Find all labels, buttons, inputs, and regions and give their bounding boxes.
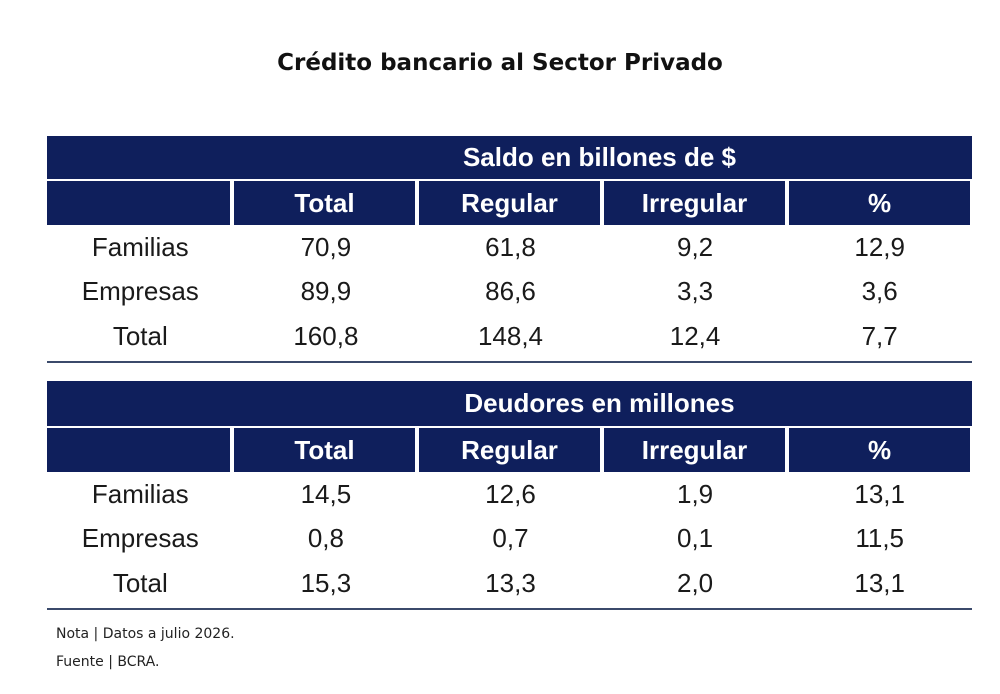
table-row: Familias 14,5 12,6 1,9 13,1 bbox=[47, 472, 972, 517]
cell-total: 160,8 bbox=[293, 320, 359, 351]
cell-regular: 61,8 bbox=[485, 231, 536, 262]
note-text: Nota | Datos a julio 2026. bbox=[56, 626, 235, 642]
row-label: Empresas bbox=[81, 276, 199, 307]
column-header-total: Total bbox=[234, 428, 415, 472]
cell-regular: 148,4 bbox=[477, 320, 544, 351]
table-bottom-rule bbox=[47, 360, 972, 363]
table-deudores: Deudores en millones Total Regular Irreg… bbox=[47, 381, 972, 610]
column-header-row: Total Regular Irregular % bbox=[47, 181, 972, 225]
column-header-regular: Regular bbox=[419, 181, 600, 225]
header-blank-cell bbox=[47, 428, 230, 472]
row-label: Familias bbox=[91, 231, 189, 262]
cell-total: 0,8 bbox=[307, 523, 344, 554]
row-label: Total bbox=[112, 567, 168, 598]
cell-total: 70,9 bbox=[300, 231, 352, 262]
column-header-row: Total Regular Irregular % bbox=[47, 428, 972, 472]
cell-regular: 13,3 bbox=[485, 567, 536, 598]
cell-percent: 11,5 bbox=[855, 523, 905, 554]
column-header-percent: % bbox=[789, 428, 970, 472]
cell-regular: 12,6 bbox=[485, 478, 536, 509]
cell-total: 15,3 bbox=[300, 567, 352, 598]
cell-percent: 12,9 bbox=[854, 231, 905, 262]
cell-irregular: 9,2 bbox=[677, 231, 714, 262]
row-label: Total bbox=[112, 320, 168, 351]
cell-percent: 13,1 bbox=[854, 478, 905, 509]
column-header-irregular: Irregular bbox=[604, 181, 785, 225]
table-row: Empresas 89,9 86,6 3,3 3,6 bbox=[47, 270, 972, 315]
table-row: Total 15,3 13,3 2,0 13,1 bbox=[47, 561, 972, 606]
cell-percent: 7,7 bbox=[861, 320, 898, 351]
cell-percent: 3,6 bbox=[861, 276, 898, 307]
table-row: Empresas 0,8 0,7 0,1 11,5 bbox=[47, 517, 972, 562]
cell-irregular: 2,0 bbox=[677, 567, 714, 598]
column-header-total: Total bbox=[234, 181, 415, 225]
cell-irregular: 0,1 bbox=[677, 523, 714, 554]
cell-irregular: 3,3 bbox=[677, 276, 714, 307]
header-blank-cell bbox=[47, 181, 230, 225]
row-label: Familias bbox=[91, 478, 189, 509]
table-saldo: Saldo en billones de $ Total Regular Irr… bbox=[47, 136, 972, 363]
cell-percent: 13,1 bbox=[854, 567, 905, 598]
table-heading: Saldo en billones de $ bbox=[47, 136, 972, 179]
cell-total: 14,5 bbox=[300, 478, 352, 509]
column-header-regular: Regular bbox=[419, 428, 600, 472]
column-header-percent: % bbox=[789, 181, 970, 225]
table-row: Total 160,8 148,4 12,4 7,7 bbox=[47, 314, 972, 359]
source-text: Fuente | BCRA. bbox=[56, 654, 160, 670]
table-bottom-rule bbox=[47, 607, 972, 610]
cell-irregular: 1,9 bbox=[677, 478, 714, 509]
cell-regular: 86,6 bbox=[485, 276, 536, 307]
row-label: Empresas bbox=[81, 523, 199, 554]
chart-title: Crédito bancario al Sector Privado bbox=[277, 50, 723, 76]
column-header-irregular: Irregular bbox=[604, 428, 785, 472]
cell-total: 89,9 bbox=[300, 276, 352, 307]
table-heading: Deudores en millones bbox=[47, 381, 972, 426]
cell-regular: 0,7 bbox=[492, 523, 529, 554]
table-row: Familias 70,9 61,8 9,2 12,9 bbox=[47, 225, 972, 270]
cell-irregular: 12,4 bbox=[669, 320, 721, 351]
